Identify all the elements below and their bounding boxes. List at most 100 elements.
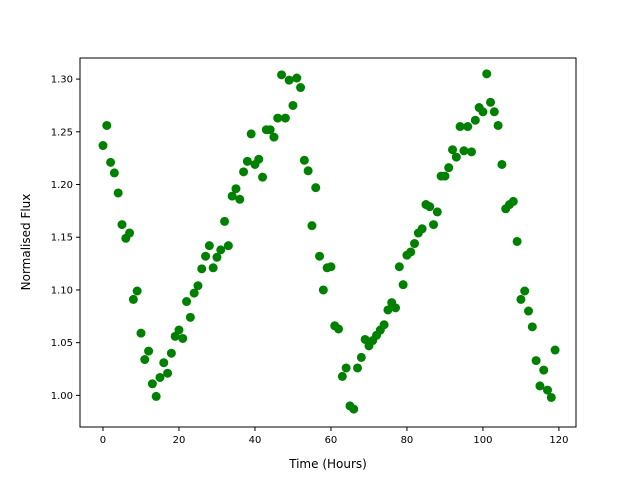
data-point bbox=[459, 146, 469, 156]
data-point bbox=[299, 155, 309, 165]
data-point bbox=[223, 241, 233, 251]
y-tick-label: 1.20 bbox=[51, 180, 73, 191]
data-point bbox=[440, 171, 450, 181]
data-point bbox=[193, 281, 203, 291]
data-point bbox=[391, 303, 401, 313]
data-point bbox=[341, 363, 351, 373]
data-point bbox=[463, 122, 473, 132]
data-point bbox=[520, 286, 530, 296]
data-point bbox=[398, 280, 408, 290]
data-point bbox=[246, 129, 256, 139]
data-point bbox=[311, 183, 321, 193]
data-point bbox=[201, 251, 211, 261]
data-point bbox=[231, 184, 241, 194]
data-point bbox=[284, 75, 294, 85]
data-point bbox=[178, 333, 188, 343]
data-point bbox=[140, 355, 150, 365]
data-point bbox=[220, 216, 230, 226]
plot-frame bbox=[79, 57, 577, 428]
data-point bbox=[296, 83, 306, 93]
data-point bbox=[227, 191, 237, 201]
data-point bbox=[531, 356, 541, 366]
x-tick-label: 20 bbox=[173, 435, 186, 446]
data-point bbox=[109, 168, 119, 178]
x-tick-label: 100 bbox=[473, 435, 492, 446]
data-point bbox=[467, 147, 477, 157]
x-tick-label: 60 bbox=[325, 435, 338, 446]
data-point bbox=[425, 202, 435, 212]
y-tick-label: 1.05 bbox=[51, 338, 73, 349]
data-point bbox=[429, 220, 439, 230]
data-point bbox=[497, 159, 507, 169]
data-point bbox=[147, 379, 157, 389]
data-point bbox=[212, 252, 222, 262]
data-point bbox=[288, 100, 298, 110]
data-point bbox=[337, 371, 347, 381]
data-point bbox=[163, 368, 173, 378]
data-point bbox=[258, 172, 268, 182]
data-point bbox=[242, 156, 252, 166]
y-tick-label: 1.25 bbox=[51, 127, 73, 138]
y-tick-label: 1.15 bbox=[51, 233, 73, 244]
data-point bbox=[155, 372, 165, 382]
x-tick-label: 120 bbox=[549, 435, 568, 446]
x-axis-ticks: 0 20 40 60 80 100 120 bbox=[100, 427, 568, 446]
data-point bbox=[315, 251, 325, 261]
y-tick-label: 1.30 bbox=[51, 75, 73, 86]
data-point bbox=[535, 381, 545, 391]
data-point bbox=[432, 207, 442, 217]
data-point bbox=[508, 196, 518, 206]
data-point bbox=[356, 352, 366, 362]
data-point bbox=[136, 328, 146, 338]
data-point bbox=[273, 113, 283, 123]
data-point bbox=[204, 241, 214, 251]
data-point bbox=[117, 220, 127, 230]
data-point bbox=[265, 125, 275, 135]
data-point bbox=[144, 346, 154, 356]
data-point bbox=[216, 245, 226, 255]
data-point bbox=[307, 221, 317, 231]
data-point bbox=[292, 73, 302, 83]
data-point bbox=[189, 288, 199, 298]
data-point bbox=[277, 70, 287, 80]
data-point bbox=[444, 163, 454, 173]
x-tick-label: 80 bbox=[401, 435, 414, 446]
data-point bbox=[455, 122, 465, 132]
data-point bbox=[478, 107, 488, 117]
data-point bbox=[197, 264, 207, 274]
y-axis-ticks: 1.00 1.05 1.10 1.15 1.20 1.25 1.30 bbox=[51, 75, 80, 402]
data-point bbox=[543, 385, 553, 395]
x-axis-label: Time (Hours) bbox=[288, 457, 367, 471]
data-point bbox=[527, 322, 537, 332]
data-point bbox=[235, 194, 245, 204]
data-point bbox=[174, 325, 184, 335]
data-point bbox=[550, 345, 560, 355]
x-tick-label: 0 bbox=[100, 435, 106, 446]
data-point bbox=[106, 157, 116, 167]
y-tick-label: 1.00 bbox=[51, 391, 73, 402]
data-point bbox=[417, 224, 427, 234]
data-point bbox=[353, 363, 363, 373]
y-axis-label: Normalised Flux bbox=[19, 194, 33, 291]
data-point bbox=[383, 305, 393, 315]
data-point bbox=[280, 113, 290, 123]
data-point bbox=[546, 392, 556, 402]
data-point bbox=[128, 294, 138, 304]
data-points bbox=[98, 69, 560, 414]
data-point bbox=[318, 285, 328, 295]
data-point bbox=[269, 132, 279, 142]
data-point bbox=[166, 348, 176, 358]
data-point bbox=[482, 69, 492, 79]
x-tick-label: 40 bbox=[249, 435, 262, 446]
data-point bbox=[98, 141, 108, 151]
data-point bbox=[132, 286, 142, 296]
data-point bbox=[489, 107, 499, 117]
data-point bbox=[406, 247, 416, 257]
data-point bbox=[524, 306, 534, 316]
data-point bbox=[159, 358, 169, 368]
data-point bbox=[208, 263, 218, 273]
data-point bbox=[254, 154, 264, 164]
data-point bbox=[334, 324, 344, 334]
data-point bbox=[451, 152, 461, 162]
